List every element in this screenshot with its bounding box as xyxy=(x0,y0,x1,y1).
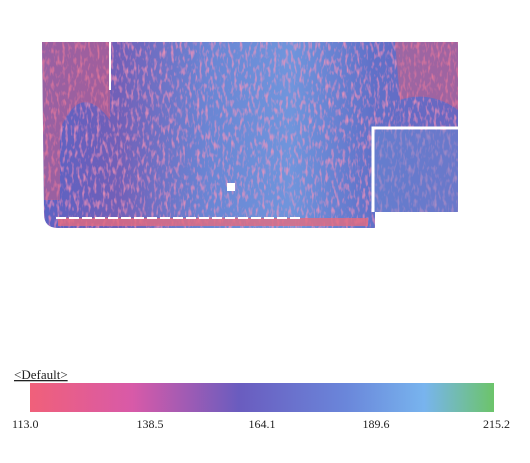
scale-label: 189.6 xyxy=(363,417,390,431)
legend: <Default> 113.0 138.5 164.1 189.6 215.2 xyxy=(12,367,510,431)
legend-title: <Default> xyxy=(14,367,68,382)
scale-label: 215.2 xyxy=(483,417,510,431)
marker xyxy=(227,183,235,191)
room-wall xyxy=(371,126,458,212)
room xyxy=(373,130,458,212)
heat-map xyxy=(42,42,458,228)
scale-label: 164.1 xyxy=(249,417,276,431)
color-scale xyxy=(30,383,494,412)
scale-label: 113.0 xyxy=(12,417,39,431)
floor-area xyxy=(42,42,458,228)
scale-label: 138.5 xyxy=(137,417,164,431)
hot-zone xyxy=(42,42,110,200)
hot-zone xyxy=(58,218,368,226)
hot-zone xyxy=(395,42,458,110)
